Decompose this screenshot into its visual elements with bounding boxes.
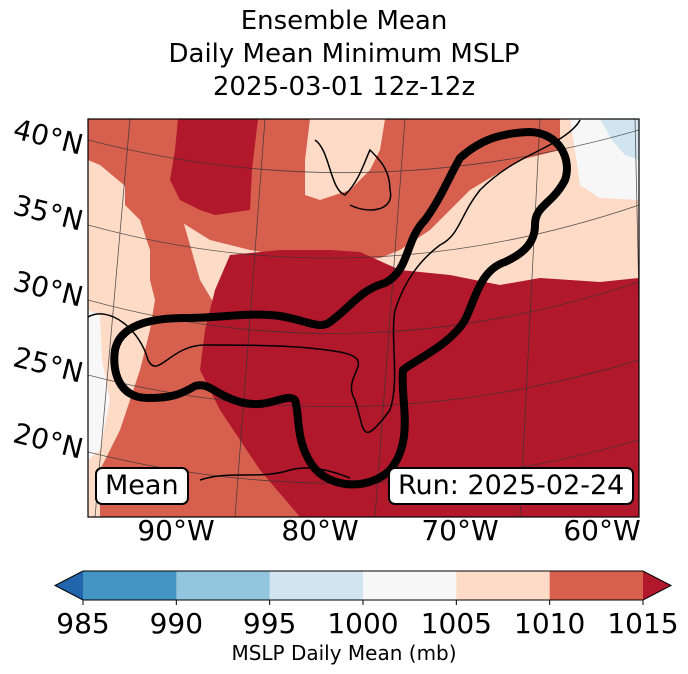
lon-label-60w: 60°W [563, 514, 641, 547]
lon-label-70w: 70°W [421, 514, 499, 547]
lon-label-80w: 80°W [281, 514, 359, 547]
colorbar-tick-label: 1010 [514, 607, 586, 640]
lon-label-90w: 90°W [137, 514, 215, 547]
colorbar-segment-1005-1010 [456, 571, 551, 600]
colorbar-extend-low [55, 571, 83, 600]
region-1000-1005-west [88, 310, 110, 460]
colorbar-tick-label: 990 [149, 607, 204, 640]
colorbar-segment-1010-1015 [549, 571, 644, 600]
title-line-1: Ensemble Mean [240, 6, 448, 36]
colorbar-tick-label: 995 [242, 607, 297, 640]
region-1000-1005-lakes [305, 119, 385, 200]
region-1015-north [170, 119, 258, 215]
coastlines [88, 119, 581, 481]
colorbar [53, 570, 673, 605]
colorbar-label: MSLP Daily Mean (mb) [231, 641, 457, 665]
colorbar-tick-label: 1015 [607, 607, 679, 640]
colorbar-tick-label: 985 [56, 607, 110, 640]
probability-outline [110, 128, 571, 489]
colorbar-extend-high [643, 571, 671, 600]
colorbar-segment-985-990 [83, 571, 177, 600]
colorbar-segment-1000-1005 [363, 571, 457, 600]
run-date-box: Run: 2025-02-24 [388, 467, 635, 505]
title-line-3: 2025-03-01 12z-12z [212, 72, 476, 102]
title-line-2: Daily Mean Minimum MSLP [168, 39, 520, 69]
colorbar-segment-990-995 [176, 571, 271, 600]
mean-label-box: Mean [95, 467, 189, 505]
region-1015-main [200, 250, 639, 517]
map-panel [88, 119, 639, 517]
colorbar-segment-995-1000 [269, 571, 364, 600]
colorbar-tick-label: 1000 [327, 607, 399, 640]
region-995-1000-newfoundland [600, 119, 639, 160]
colorbar-tick-label: 1005 [420, 607, 492, 640]
map-frame [87, 118, 640, 518]
